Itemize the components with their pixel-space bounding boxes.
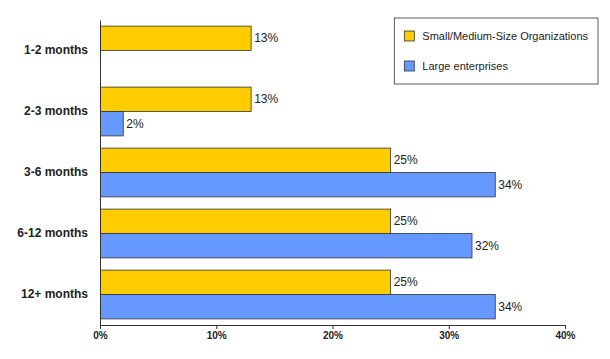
y-axis-line xyxy=(100,21,101,326)
y-tick: 6-12 months xyxy=(17,226,88,240)
legend: Small/Medium-Size Organizations Large ent… xyxy=(394,18,598,84)
legend-swatch xyxy=(404,31,414,41)
bar xyxy=(100,87,251,111)
legend-swatch xyxy=(404,61,414,71)
y-axis: 1-2 months 2-3 months 3-6 months 6-12 month… xyxy=(17,21,100,326)
x-tick-label: 10% xyxy=(207,330,227,341)
x-axis: 0% 10% 20% 30% 40% xyxy=(93,325,575,341)
bar xyxy=(100,270,391,294)
data-label: 25% xyxy=(394,153,418,167)
y-tick-label: 1-2 months xyxy=(24,43,88,57)
x-tick: 10% xyxy=(207,325,227,341)
x-tick: 40% xyxy=(555,325,575,341)
x-tick-label: 0% xyxy=(93,330,108,341)
x-tick-label: 40% xyxy=(555,330,575,341)
x-tick: 0% xyxy=(93,325,108,341)
x-tick-mark xyxy=(216,325,217,329)
data-label: 34% xyxy=(498,178,522,192)
y-tick: 12+ months xyxy=(21,287,88,301)
bar xyxy=(100,148,391,172)
bar xyxy=(100,112,123,136)
y-tick-label: 3-6 months xyxy=(24,165,88,179)
chart: 13% 13% 25% 25% 25% 2% 34% 32% 34% 0% 10% 20% 30% 40%… xyxy=(0,0,610,359)
data-label: 13% xyxy=(254,92,278,106)
bar xyxy=(100,209,391,233)
legend-label: Large enterprises xyxy=(422,60,508,72)
data-label: 13% xyxy=(254,31,278,45)
x-tick-label: 20% xyxy=(323,330,343,341)
bar xyxy=(100,234,472,258)
x-axis-line xyxy=(101,326,566,330)
y-tick-label: 2-3 months xyxy=(24,104,88,118)
x-tick-mark xyxy=(565,325,566,329)
bar xyxy=(100,295,495,319)
legend-label: Small/Medium-Size Organizations xyxy=(422,30,588,42)
y-tick: 1-2 months xyxy=(24,43,88,57)
bar xyxy=(100,26,251,50)
x-tick-mark xyxy=(100,325,101,329)
x-tick-label: 30% xyxy=(439,330,459,341)
data-label: 32% xyxy=(475,239,499,253)
bar xyxy=(100,173,495,197)
y-tick-label: 6-12 months xyxy=(17,226,88,240)
data-label: 25% xyxy=(394,275,418,289)
y-tick-label: 12+ months xyxy=(21,287,88,301)
data-label: 34% xyxy=(498,300,522,314)
y-tick: 3-6 months xyxy=(24,165,88,179)
data-label: 25% xyxy=(394,214,418,228)
y-tick: 2-3 months xyxy=(24,104,88,118)
data-label: 2% xyxy=(126,117,144,131)
x-tick: 30% xyxy=(439,325,459,341)
x-tick-mark xyxy=(449,325,450,329)
legend-box xyxy=(394,18,598,84)
x-tick-mark xyxy=(333,325,334,329)
x-tick: 20% xyxy=(323,325,343,341)
